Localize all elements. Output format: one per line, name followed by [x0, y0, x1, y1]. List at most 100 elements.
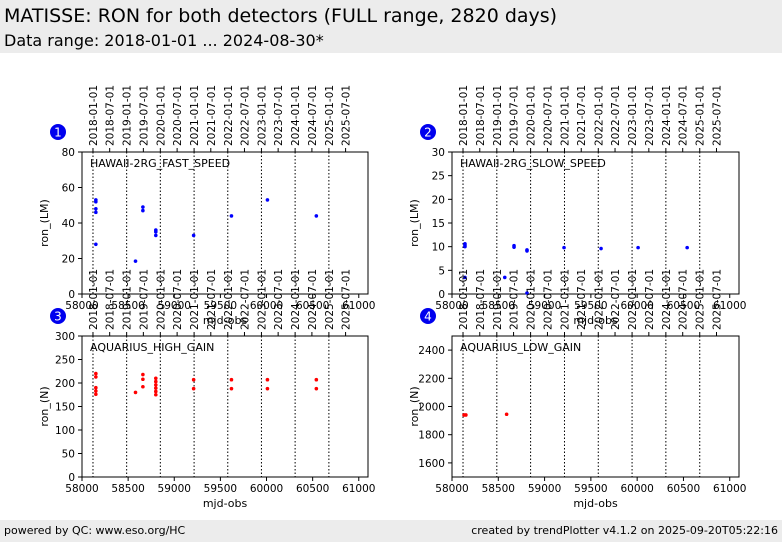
y-tick-label: 1600 — [418, 458, 445, 470]
y-tick-label: 0 — [68, 472, 75, 484]
date-tick-label: 2022-01-01 — [593, 85, 605, 146]
data-point — [154, 230, 158, 234]
x-tick-label: 60500 — [296, 300, 329, 312]
date-tick-label: 2018-01-01 — [458, 269, 470, 330]
date-tick-label: 2023-01-01 — [627, 269, 639, 330]
date-tick-label: 2023-07-01 — [644, 85, 656, 146]
date-tick-label: 2024-07-01 — [307, 85, 319, 146]
data-point — [154, 389, 158, 394]
y-tick-label: 100 — [55, 425, 75, 437]
date-tick-label: 2021-07-01 — [576, 85, 588, 146]
data-point — [463, 244, 467, 249]
y-axis-label: ron_(N) — [38, 386, 51, 426]
date-tick-label: 2018-07-01 — [105, 85, 117, 146]
data-point — [685, 245, 689, 250]
data-point — [133, 259, 138, 263]
date-tick-label: 2025-07-01 — [712, 269, 724, 330]
data-point — [94, 199, 98, 204]
date-tick-label: 2018-01-01 — [88, 269, 100, 330]
y-tick-label: 250 — [55, 355, 75, 367]
x-tick-label: 59500 — [204, 483, 237, 495]
x-tick-label: 61000 — [342, 483, 375, 495]
y-tick-label: 0 — [438, 289, 445, 301]
data-point — [191, 233, 196, 238]
y-tick-label: 2400 — [418, 345, 445, 357]
date-tick-label: 2021-01-01 — [559, 85, 571, 146]
data-point — [154, 392, 158, 397]
data-point — [154, 383, 158, 387]
date-tick-label: 2023-07-01 — [273, 269, 285, 330]
date-tick-label: 2021-07-01 — [576, 269, 588, 330]
date-tick-label: 2021-07-01 — [206, 85, 218, 146]
date-tick-label: 2025-01-01 — [324, 269, 336, 330]
y-axis-label: ron_(LM) — [38, 199, 51, 247]
date-tick-label: 2024-01-01 — [290, 85, 302, 146]
y-tick-label: 1800 — [418, 430, 445, 442]
data-point — [154, 376, 158, 381]
date-tick-label: 2024-07-01 — [678, 269, 690, 330]
x-tick-label: 58500 — [482, 483, 515, 495]
data-point — [154, 379, 158, 384]
data-point — [229, 214, 234, 218]
y-tick-label: 20 — [432, 194, 445, 206]
date-tick-label: 2024-07-01 — [678, 85, 690, 146]
date-tick-label: 2019-07-01 — [138, 269, 150, 330]
plot-frame — [451, 335, 740, 478]
data-point — [141, 205, 145, 209]
header-bar: MATISSE: RON for both detectors (FULL ra… — [0, 0, 782, 53]
data-point — [191, 377, 196, 382]
date-tick-label: 2023-01-01 — [256, 269, 268, 330]
date-tick-label: 2021-01-01 — [189, 85, 201, 146]
x-tick-label: 59000 — [528, 483, 561, 495]
x-axis-label: mjd-obs — [203, 497, 248, 510]
date-tick-label: 2022-07-01 — [239, 269, 251, 330]
y-tick-label: 2200 — [418, 373, 445, 385]
y-tick-label: 0 — [68, 289, 75, 301]
date-tick-label: 2020-07-01 — [542, 85, 554, 146]
date-tick-label: 2022-01-01 — [223, 269, 235, 330]
data-point — [94, 207, 98, 211]
y-tick-label: 150 — [55, 402, 75, 414]
footer-created: created by trendPlotter v4.1.2 on 2025-0… — [471, 524, 778, 537]
y-tick-label: 60 — [62, 183, 75, 195]
x-tick-label: 59000 — [158, 300, 191, 312]
y-tick-label: 15 — [432, 218, 445, 230]
date-tick-label: 2022-01-01 — [593, 269, 605, 330]
y-tick-label: 80 — [62, 147, 75, 159]
data-point — [636, 245, 640, 250]
x-tick-label: 60000 — [250, 483, 283, 495]
data-point — [133, 390, 138, 395]
page-title: MATISSE: RON for both detectors (FULL ra… — [4, 5, 558, 27]
y-tick-label: 300 — [55, 331, 75, 343]
data-point — [464, 413, 468, 417]
y-tick-label: 200 — [55, 378, 75, 390]
data-point — [265, 377, 270, 382]
date-tick-label: 2021-07-01 — [206, 269, 218, 330]
panel-label: AQUARIUS_HIGH_GAIN — [90, 341, 214, 354]
x-tick-label: 58000 — [65, 483, 98, 495]
date-tick-label: 2022-01-01 — [223, 85, 235, 146]
x-axis-label: mjd-obs — [573, 497, 618, 510]
x-tick-label: 59500 — [204, 300, 237, 312]
x-tick-label: 60000 — [620, 483, 653, 495]
date-tick-label: 2019-01-01 — [492, 269, 504, 330]
date-tick-label: 2025-07-01 — [712, 85, 724, 146]
date-tick-label: 2025-01-01 — [695, 269, 707, 330]
date-tick-label: 2019-01-01 — [492, 85, 504, 146]
panel-badge — [420, 308, 436, 324]
data-point — [94, 375, 98, 379]
x-tick-label: 61000 — [713, 483, 746, 495]
panel-label: HAWAII-2RG_FAST_SPEED — [90, 157, 230, 170]
date-tick-label: 2023-07-01 — [273, 85, 285, 146]
date-tick-label: 2020-07-01 — [542, 269, 554, 330]
date-tick-label: 2024-01-01 — [661, 269, 673, 330]
x-tick-label: 60000 — [620, 300, 653, 312]
date-tick-label: 2022-07-01 — [239, 85, 251, 146]
panel-label: AQUARIUS_LOW_GAIN — [460, 341, 581, 354]
page-subtitle: Data range: 2018-01-01 ... 2024-08-30* — [4, 31, 324, 50]
x-tick-label: 59000 — [158, 483, 191, 495]
y-tick-label: 25 — [432, 171, 445, 183]
data-point — [314, 214, 319, 218]
x-tick-label: 58500 — [482, 300, 515, 312]
data-point — [512, 245, 516, 249]
